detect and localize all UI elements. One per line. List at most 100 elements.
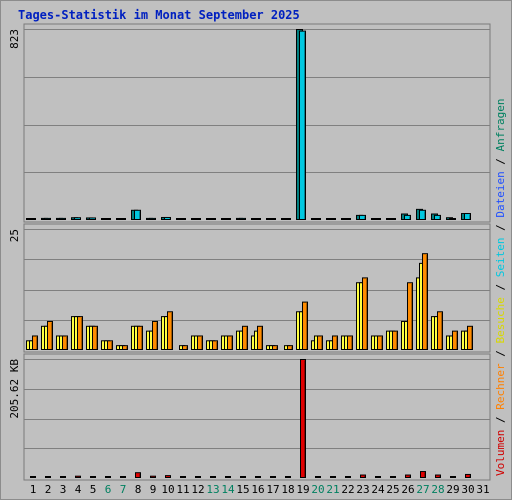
bar-dateien-fill (269, 218, 276, 220)
bar-volumen-day-2 (45, 476, 51, 478)
day-label-26: 26 (401, 483, 414, 496)
bar-volumen-fill (210, 476, 216, 478)
day-label-16: 16 (251, 483, 264, 496)
bar-rechner-fill (437, 311, 443, 350)
bar-rechner-fill (257, 325, 263, 350)
bar-volumen-day-5 (90, 476, 96, 478)
day-label-15: 15 (236, 483, 249, 496)
bar-dateien-fill (419, 209, 426, 220)
bar-dateien-day-24 (374, 218, 381, 220)
bar-dateien-day-19 (299, 30, 306, 221)
bar-rechner-day-4 (77, 316, 83, 350)
bar-rechner-fill (47, 320, 53, 350)
bar-volumen-day-3 (60, 476, 66, 478)
panel-top-background (23, 23, 491, 223)
day-label-23: 23 (356, 483, 369, 496)
bar-volumen-day-18 (285, 476, 291, 478)
day-label-24: 24 (371, 483, 385, 496)
chart-legend: Volumen / Rechner / Besuche / Seiten / D… (494, 98, 507, 476)
bar-dateien-day-21 (329, 218, 336, 220)
bar-dateien-day-22 (344, 218, 351, 220)
bar-dateien-fill (164, 216, 171, 220)
bar-dateien-day-12 (194, 218, 201, 220)
bar-dateien-fill (44, 217, 51, 221)
bar-rechner-fill (167, 311, 173, 350)
bar-dateien-day-18 (284, 218, 291, 220)
bar-rechner-fill (392, 330, 398, 351)
day-label-18: 18 (281, 483, 294, 496)
bar-volumen-day-28 (435, 474, 441, 479)
bar-dateien-fill (59, 217, 66, 221)
bar-dateien-fill (344, 218, 351, 220)
legend-entry-seiten: Seiten (494, 238, 507, 278)
bar-volumen-fill (120, 476, 126, 478)
bar-dateien-fill (29, 218, 36, 220)
day-label-12: 12 (191, 483, 204, 496)
bar-volumen-day-7 (120, 476, 126, 478)
bar-rechner-fill (422, 253, 428, 350)
bar-volumen-fill (315, 476, 321, 478)
bar-volumen-day-4 (75, 475, 81, 479)
bar-volumen-day-14 (225, 476, 231, 478)
bar-rechner-fill (92, 325, 98, 350)
day-label-11: 11 (176, 483, 189, 496)
bar-rechner-day-11 (182, 345, 188, 351)
bar-rechner-day-5 (92, 325, 98, 350)
bar-volumen-day-23 (360, 474, 366, 479)
bar-rechner-day-8 (137, 325, 143, 350)
bar-rechner-day-2 (47, 320, 53, 350)
legend-separator: / (494, 344, 507, 364)
bar-rechner-day-12 (197, 335, 203, 351)
bar-rechner-fill (152, 320, 158, 350)
bar-volumen-fill (435, 474, 441, 479)
bar-volumen-fill (450, 476, 456, 478)
bar-dateien-day-16 (254, 218, 261, 220)
bar-volumen-fill (30, 476, 36, 478)
panel-bottom-background (23, 353, 491, 481)
bar-dateien-day-11 (179, 218, 186, 220)
bar-volumen-day-16 (255, 476, 261, 478)
legend-entry-anfragen: Anfragen (494, 98, 507, 151)
legend-entry-besuche: Besuche (494, 297, 507, 343)
bar-volumen-day-10 (165, 475, 171, 479)
chart-panels: 823 25 205.62 KB (8, 23, 491, 481)
bar-dateien-day-5 (89, 217, 96, 220)
panel-bottom-max-label: 205.62 KB (8, 359, 21, 419)
bar-rechner-day-25 (392, 330, 398, 351)
bar-dateien-day-8 (134, 209, 141, 220)
bar-volumen-fill (195, 476, 201, 478)
bar-rechner-day-19 (302, 301, 308, 351)
bar-rechner-day-9 (152, 320, 158, 350)
bar-volumen-day-26 (405, 474, 411, 479)
day-label-5: 5 (90, 483, 97, 496)
bar-dateien-fill (209, 218, 216, 220)
bar-volumen-fill (300, 359, 306, 478)
bar-dateien-fill (449, 218, 456, 220)
bar-dateien-day-20 (314, 218, 321, 220)
panel-top-max-label: 823 (8, 29, 21, 49)
bar-dateien-day-13 (209, 218, 216, 220)
day-label-10: 10 (161, 483, 174, 496)
bar-rechner-day-28 (437, 311, 443, 350)
bar-volumen-day-8 (135, 472, 141, 478)
bar-rechner-day-30 (467, 325, 473, 350)
bar-rechner-fill (332, 335, 338, 351)
day-label-14: 14 (221, 483, 235, 496)
day-label-2: 2 (45, 483, 52, 496)
bar-rechner-fill (362, 277, 368, 350)
bar-volumen-fill (240, 476, 246, 478)
bar-volumen-fill (390, 476, 396, 478)
bar-rechner-fill (122, 345, 128, 351)
bar-rechner-fill (227, 335, 233, 351)
legend-entry-volumen: Volumen (494, 430, 507, 476)
bar-rechner-fill (467, 325, 473, 350)
bar-volumen-fill (285, 476, 291, 478)
bar-dateien-day-10 (164, 216, 171, 220)
bar-volumen-day-24 (375, 476, 381, 478)
bar-dateien-day-7 (119, 218, 126, 220)
bar-dateien-day-14 (224, 218, 231, 220)
bar-volumen-fill (345, 476, 351, 478)
x-axis-day-labels: 1 2 3 4 5 6 7 8 9 10 11 12 13 14 15 16 17 18 19 20 21 22 23 24 2… (30, 483, 490, 496)
chart-title: Tages-Statistik im Monat September 2025 (18, 8, 300, 22)
bar-volumen-fill (60, 476, 66, 478)
